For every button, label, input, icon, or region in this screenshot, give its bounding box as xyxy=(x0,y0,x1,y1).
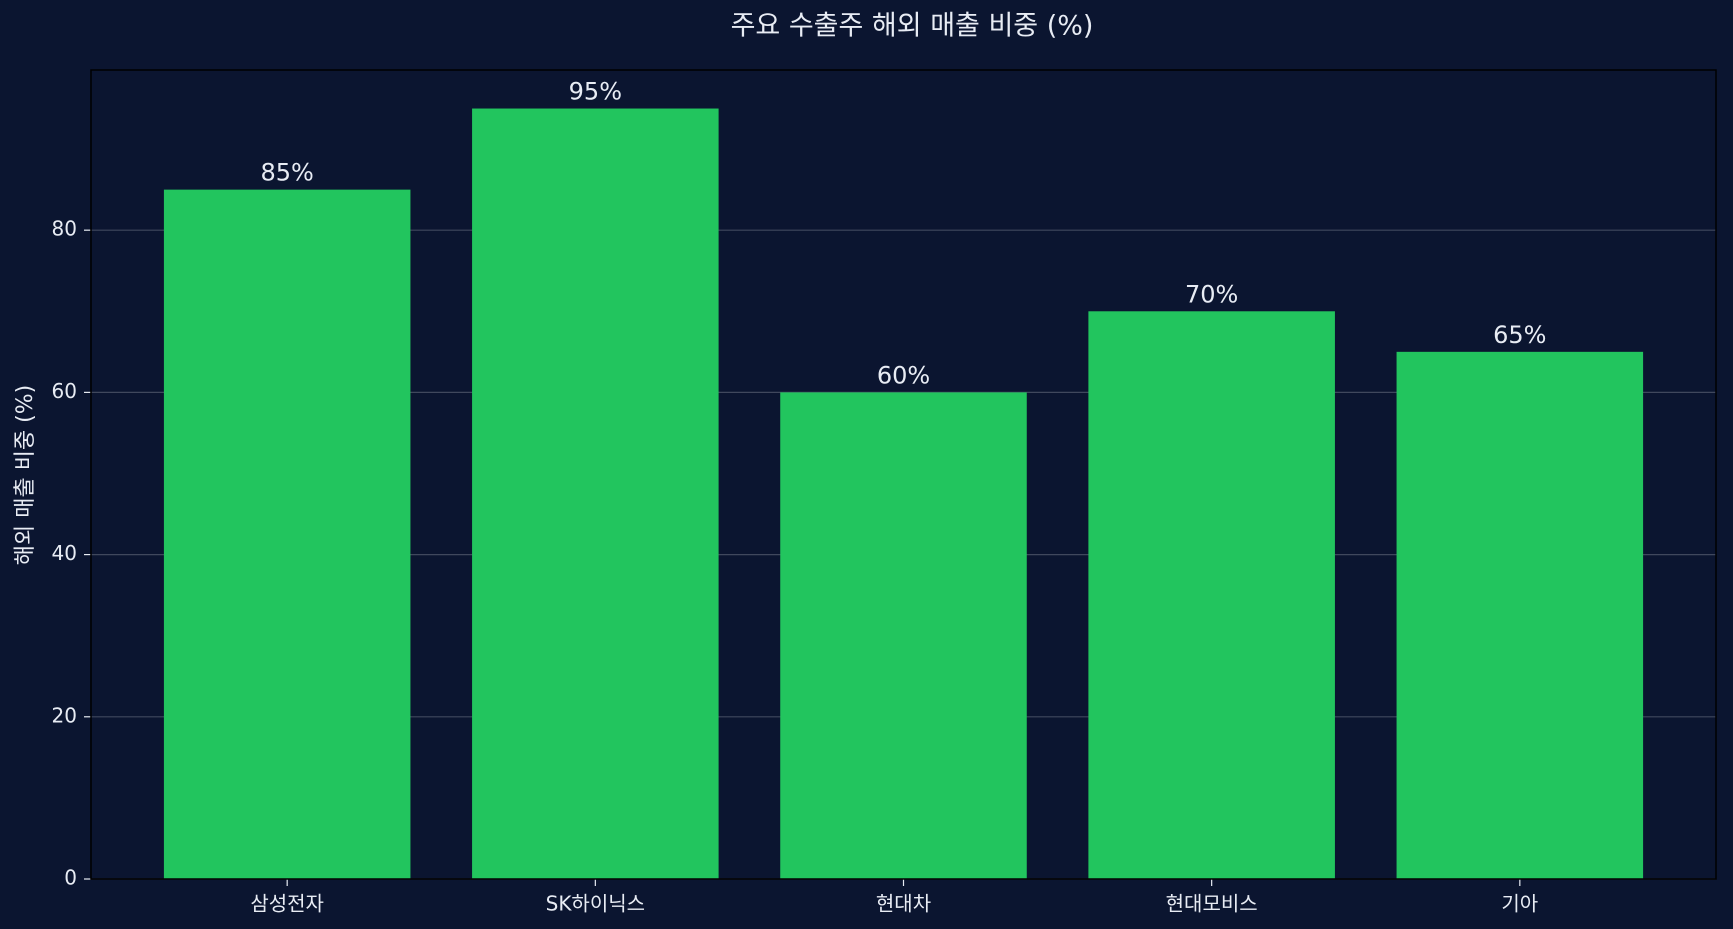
x-tick-label: 현대차 xyxy=(876,892,931,916)
plot-area: 0 20 40 60 80 삼성전자 85% SK하이닉스 95% 현대차 60% 현대모비스 70% 기… xyxy=(52,78,1716,916)
value-label: 95% xyxy=(569,78,622,106)
y-tick-label: 0 xyxy=(64,866,77,890)
bar xyxy=(780,392,1027,879)
value-label: 70% xyxy=(1185,280,1238,308)
value-label: 85% xyxy=(261,159,314,187)
value-label: 65% xyxy=(1493,321,1546,349)
x-tick-label: 기아 xyxy=(1501,892,1538,916)
y-tick-label: 80 xyxy=(52,217,77,241)
x-tick-label: 현대모비스 xyxy=(1166,892,1258,916)
y-axis-label: 해외 매출 비중 (%) xyxy=(13,385,38,566)
value-label: 60% xyxy=(877,361,930,389)
y-tick-label: 40 xyxy=(52,541,77,565)
y-tick-label: 60 xyxy=(52,379,77,403)
bar xyxy=(1396,351,1644,879)
x-tick-label: SK하이닉스 xyxy=(546,892,645,916)
chart-title: 주요 수출주 해외 매출 비중 (%) xyxy=(731,11,1094,42)
y-tick-label: 20 xyxy=(52,703,77,727)
bar xyxy=(472,108,719,880)
bar xyxy=(163,189,411,879)
bar xyxy=(1088,311,1335,879)
x-tick-label: 삼성전자 xyxy=(250,892,324,916)
plot-frame xyxy=(90,69,1717,880)
